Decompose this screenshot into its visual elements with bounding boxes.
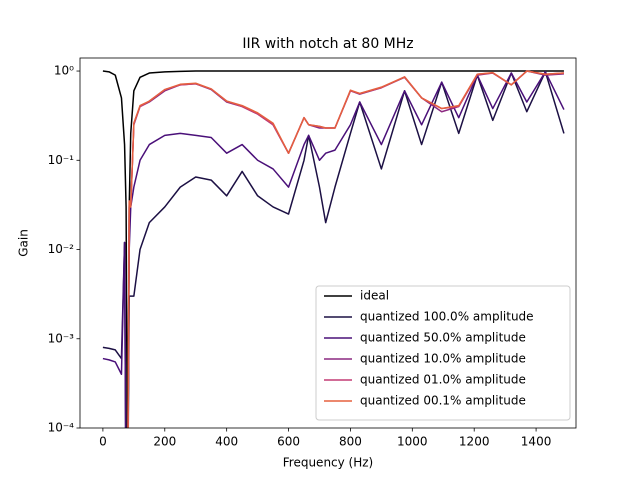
x-tick-label: 1400 xyxy=(521,435,552,449)
y-tick-label: 10⁻³ xyxy=(48,331,75,345)
legend-label: quantized 10.0% amplitude xyxy=(360,352,526,366)
x-tick-label: 1200 xyxy=(459,435,490,449)
chart-title: IIR with notch at 80 MHz xyxy=(242,36,413,52)
series-line xyxy=(102,71,565,428)
y-tick-label: 10⁻⁴ xyxy=(48,421,75,435)
y-axis-label: Gain xyxy=(17,229,31,257)
x-tick-label: 800 xyxy=(339,435,362,449)
y-tick-label: 10⁻¹ xyxy=(48,153,75,167)
x-tick-label: 600 xyxy=(277,435,300,449)
x-tick-label: 200 xyxy=(153,435,176,449)
x-tick-label: 400 xyxy=(215,435,238,449)
x-axis-label: Frequency (Hz) xyxy=(283,456,374,470)
x-tick-label: 1000 xyxy=(397,435,428,449)
legend-label: quantized 00.1% amplitude xyxy=(360,394,526,408)
legend-label: ideal xyxy=(360,289,389,303)
series-line xyxy=(127,70,564,428)
y-tick-label: 10⁰ xyxy=(54,64,74,78)
legend-label: quantized 01.0% amplitude xyxy=(360,373,526,387)
plot-frame xyxy=(79,57,577,429)
legend-label: quantized 50.0% amplitude xyxy=(360,331,526,345)
legend-box xyxy=(315,285,571,421)
plot-lines xyxy=(102,70,565,428)
x-tick-label: 0 xyxy=(99,435,107,449)
y-tick-label: 10⁻² xyxy=(48,242,75,256)
legend-label: quantized 100.0% amplitude xyxy=(360,310,534,324)
